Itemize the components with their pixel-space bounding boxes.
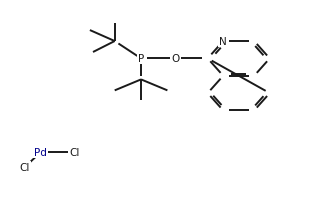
Text: Cl: Cl [20,162,30,172]
Text: O: O [171,54,179,64]
Text: P: P [138,54,144,64]
Text: N: N [219,37,227,47]
Text: Cl: Cl [69,148,80,158]
Text: Pd: Pd [34,148,47,158]
